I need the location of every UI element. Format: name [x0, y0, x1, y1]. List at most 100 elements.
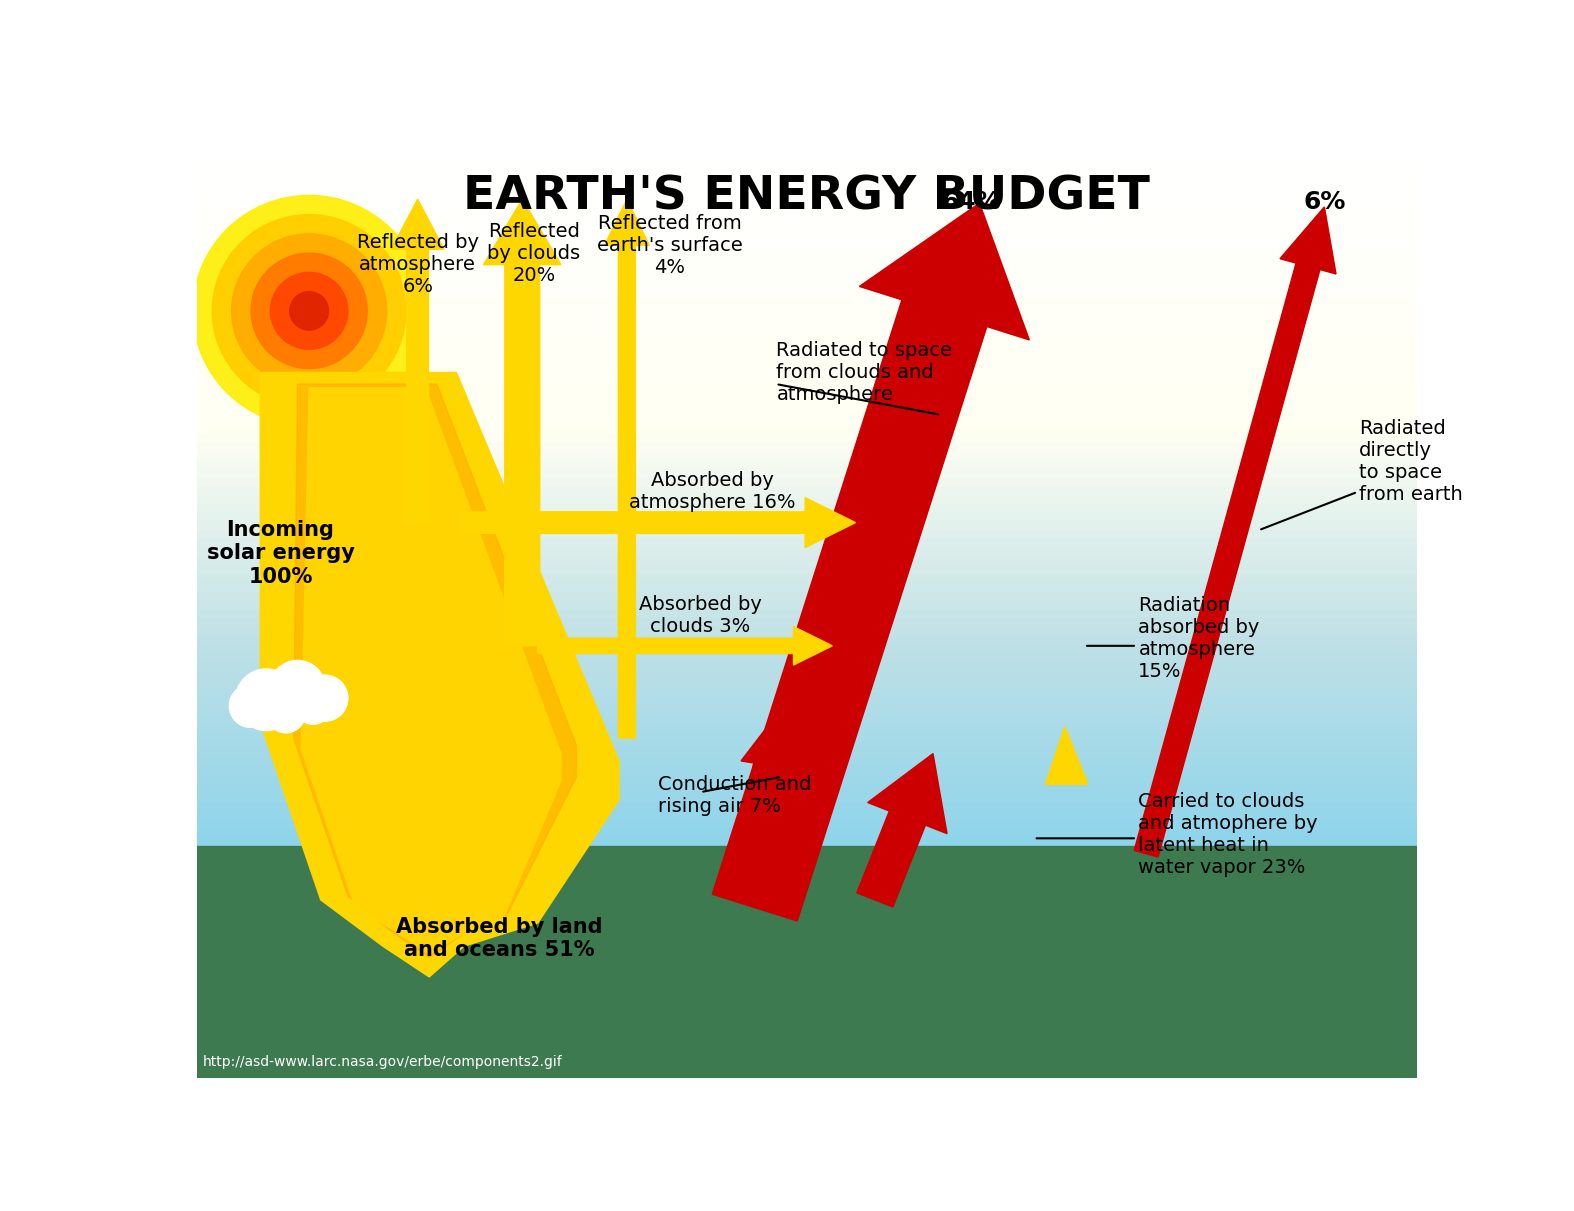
Bar — [197, 172, 1417, 182]
Polygon shape — [713, 203, 1029, 922]
Bar — [197, 346, 1417, 356]
Bar — [197, 303, 1417, 312]
Bar — [197, 566, 1417, 575]
Bar — [197, 381, 1417, 391]
Bar — [197, 750, 1417, 759]
Bar — [197, 846, 1417, 1078]
Bar — [197, 688, 1417, 698]
Text: Conduction and
rising air 7%: Conduction and rising air 7% — [658, 775, 811, 816]
Circle shape — [266, 694, 305, 733]
Circle shape — [231, 234, 387, 388]
Bar — [197, 557, 1417, 567]
Circle shape — [290, 292, 329, 331]
Bar — [197, 338, 1417, 348]
Bar — [197, 365, 1417, 374]
Bar — [197, 601, 1417, 610]
Polygon shape — [301, 388, 560, 954]
Circle shape — [236, 668, 297, 730]
Bar — [197, 470, 1417, 478]
Text: Radiation
absorbed by
atmosphere
15%: Radiation absorbed by atmosphere 15% — [1138, 596, 1259, 681]
Circle shape — [230, 684, 272, 728]
Circle shape — [271, 272, 348, 349]
Bar — [197, 785, 1417, 794]
Bar — [197, 373, 1417, 383]
Bar — [197, 679, 1417, 689]
Text: Radiated
directly
to space
from earth: Radiated directly to space from earth — [1360, 419, 1462, 504]
Bar — [197, 425, 1417, 435]
Bar — [197, 417, 1417, 426]
Bar — [197, 329, 1417, 339]
Bar — [197, 154, 1417, 163]
Polygon shape — [789, 723, 837, 840]
Text: Reflected by
atmosphere
6%: Reflected by atmosphere 6% — [357, 234, 478, 297]
Bar — [197, 189, 1417, 199]
Polygon shape — [1045, 727, 1088, 785]
Text: http://asd-www.larc.nasa.gov/erbe/components2.gif: http://asd-www.larc.nasa.gov/erbe/compon… — [203, 1055, 562, 1069]
Bar — [197, 793, 1417, 803]
Polygon shape — [538, 626, 833, 665]
Polygon shape — [260, 373, 619, 977]
Bar — [197, 276, 1417, 286]
Bar — [197, 758, 1417, 768]
Bar — [197, 627, 1417, 637]
Polygon shape — [483, 200, 560, 645]
Text: EARTH'S ENERGY BUDGET: EARTH'S ENERGY BUDGET — [463, 174, 1151, 219]
Bar — [197, 592, 1417, 602]
Bar — [197, 216, 1417, 225]
Polygon shape — [294, 384, 576, 958]
Bar — [197, 653, 1417, 662]
Bar — [197, 311, 1417, 321]
Bar — [197, 820, 1417, 830]
Bar — [197, 549, 1417, 558]
Bar — [197, 706, 1417, 716]
Polygon shape — [460, 498, 856, 547]
Bar — [197, 698, 1417, 707]
Bar — [197, 662, 1417, 672]
Bar — [197, 619, 1417, 627]
Bar — [197, 162, 1417, 172]
Text: Absorbed by
clouds 3%: Absorbed by clouds 3% — [639, 595, 762, 636]
Bar — [197, 478, 1417, 488]
Text: Carried to clouds
and atmophere by
latent heat in
water vapor 23%: Carried to clouds and atmophere by laten… — [1138, 792, 1317, 877]
Bar — [197, 671, 1417, 681]
Polygon shape — [856, 753, 948, 907]
Circle shape — [269, 660, 326, 716]
Bar — [197, 145, 1417, 155]
Bar — [197, 460, 1417, 470]
Bar — [197, 400, 1417, 409]
Bar — [197, 776, 1417, 786]
Bar — [197, 837, 1417, 846]
Text: Absorbed by land
and oceans 51%: Absorbed by land and oceans 51% — [395, 917, 603, 960]
Bar — [197, 487, 1417, 497]
Bar — [197, 644, 1417, 654]
Text: 64%: 64% — [941, 190, 1001, 214]
Bar — [197, 408, 1417, 418]
Polygon shape — [741, 723, 785, 840]
Bar — [197, 452, 1417, 461]
Text: 6%: 6% — [1303, 190, 1346, 214]
Bar — [197, 180, 1417, 190]
Bar — [197, 513, 1417, 523]
Bar — [197, 714, 1417, 724]
Bar — [197, 828, 1417, 838]
Bar — [197, 768, 1417, 776]
Polygon shape — [392, 200, 444, 523]
Bar — [197, 811, 1417, 821]
Circle shape — [301, 675, 348, 722]
Polygon shape — [604, 200, 650, 739]
Polygon shape — [1135, 207, 1336, 857]
Bar — [197, 242, 1417, 251]
Bar — [197, 741, 1417, 751]
Bar — [197, 505, 1417, 513]
Bar — [197, 435, 1417, 444]
Bar — [197, 251, 1417, 260]
Bar — [197, 286, 1417, 295]
Text: Reflected from
earth's surface
4%: Reflected from earth's surface 4% — [597, 214, 743, 277]
Bar — [197, 574, 1417, 584]
Circle shape — [212, 214, 406, 407]
Text: Absorbed by
atmosphere 16%: Absorbed by atmosphere 16% — [630, 471, 795, 512]
Bar — [197, 224, 1417, 234]
Circle shape — [296, 690, 331, 724]
Bar — [197, 802, 1417, 811]
Bar — [197, 584, 1417, 593]
